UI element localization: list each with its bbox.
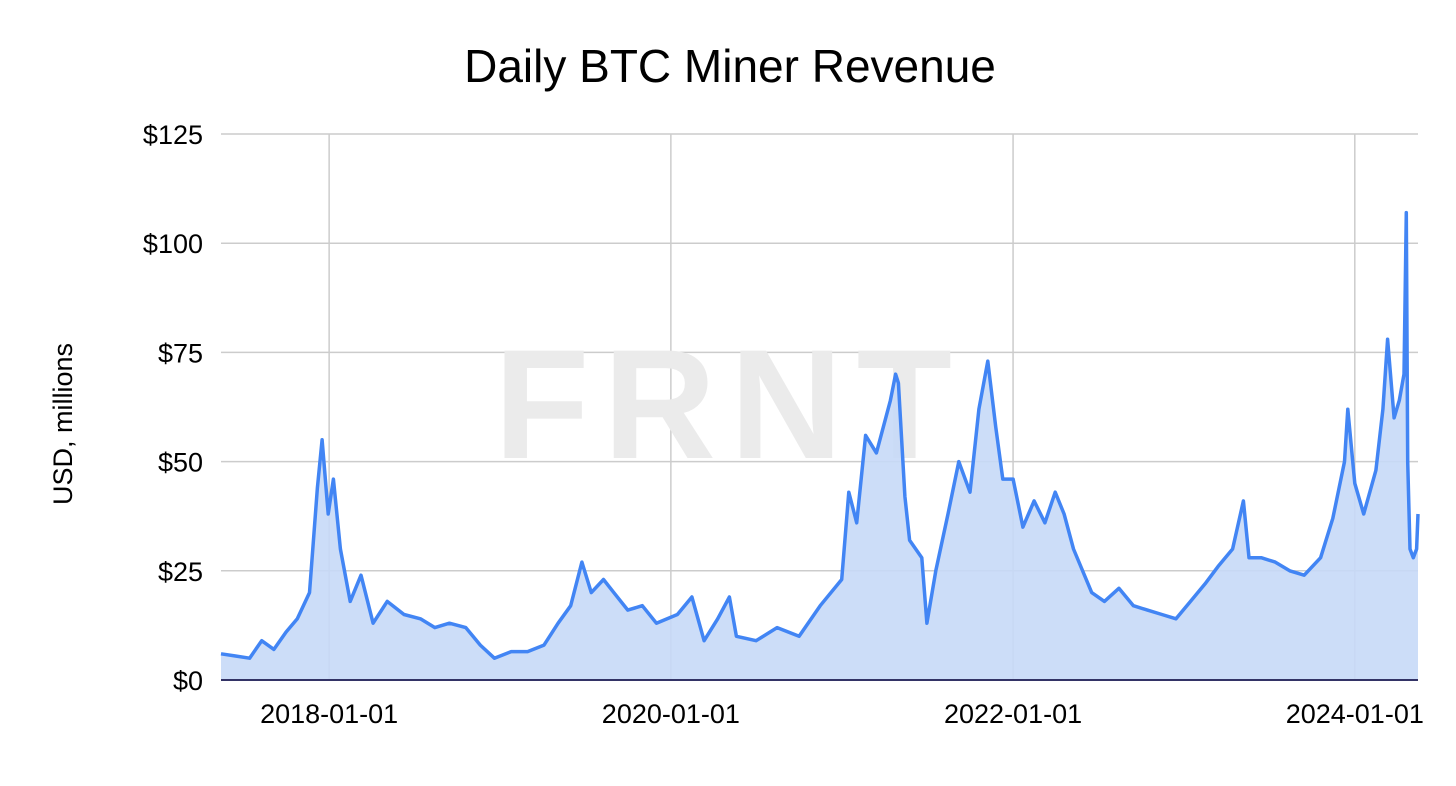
y-tick-label: $125 xyxy=(143,120,203,150)
x-tick-label: 2018-01-01 xyxy=(260,699,398,729)
y-tick-label: $25 xyxy=(158,557,203,587)
x-tick-label: 2024-01-01 xyxy=(1286,699,1424,729)
x-tick-label: 2020-01-01 xyxy=(602,699,740,729)
y-tick-label: $100 xyxy=(143,229,203,259)
y-tick-label: $0 xyxy=(173,666,203,696)
y-axis-title: USD, millions xyxy=(48,343,78,505)
y-tick-label: $50 xyxy=(158,448,203,478)
chart-title: Daily BTC Miner Revenue xyxy=(464,40,996,92)
series-line xyxy=(220,210,1420,660)
y-axis-ticks: $0 $25 $50 $75 $100 $125 xyxy=(143,120,203,696)
x-axis-ticks: 2018-01-01 2020-01-01 2022-01-01 2024-01-01 xyxy=(260,699,1424,729)
series-area-fill xyxy=(221,212,1418,680)
x-tick-label: 2022-01-01 xyxy=(944,699,1082,729)
y-tick-label: $75 xyxy=(158,338,203,368)
